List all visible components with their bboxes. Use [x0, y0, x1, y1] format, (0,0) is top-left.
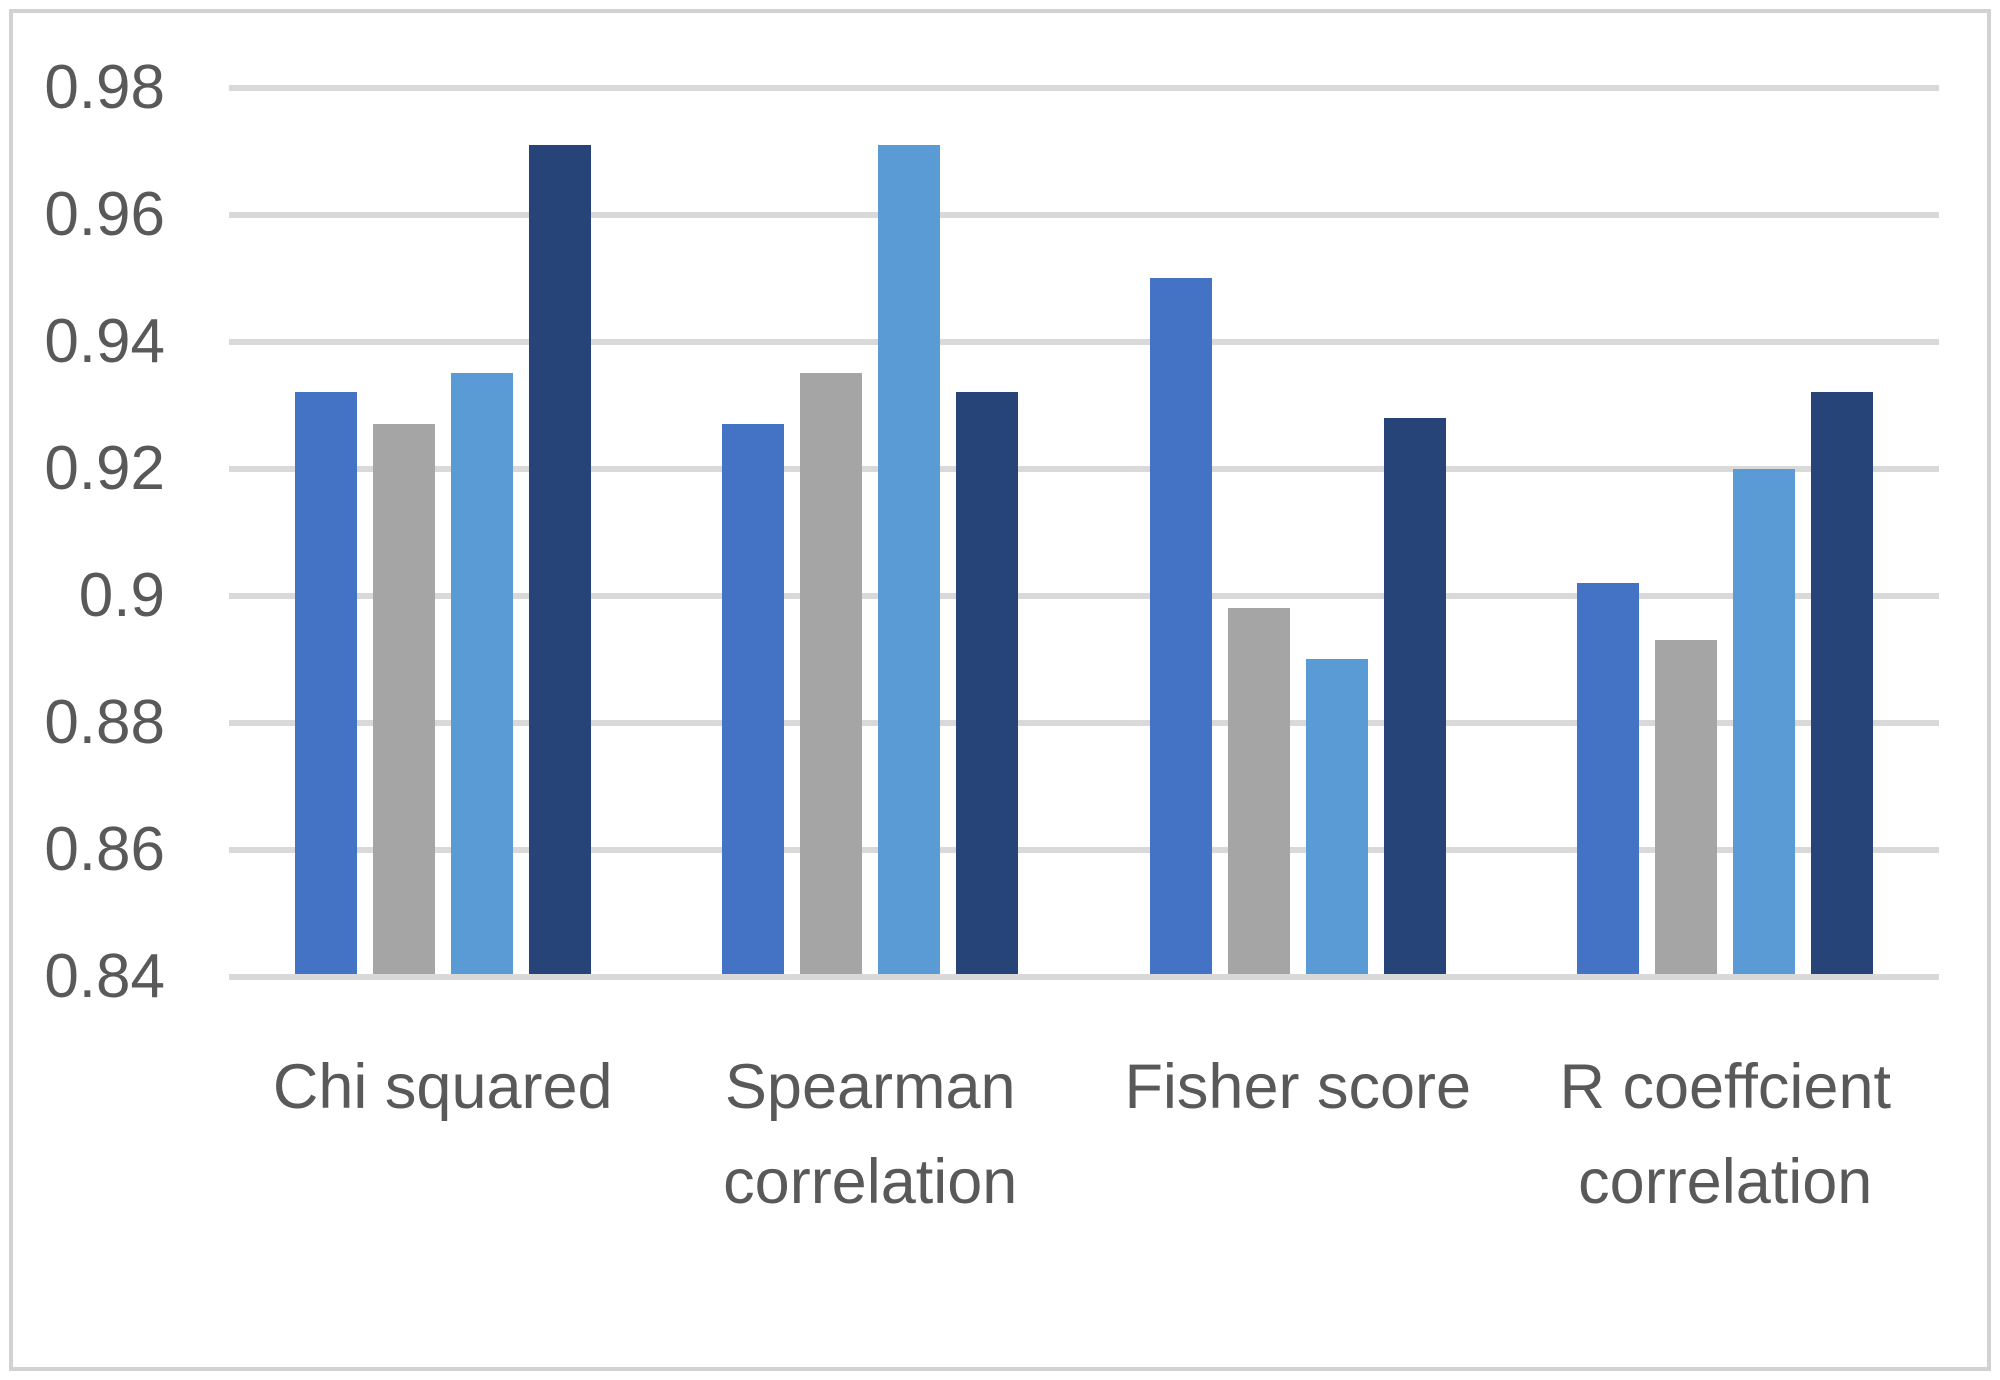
bar-series-1-spearman-correlation	[722, 424, 785, 974]
bar-series-2-fisher-score	[1227, 608, 1290, 974]
x-axis-category-label: Fisher score	[1124, 1052, 1472, 1122]
bar-series-4-r-coeffcient-correlation	[1811, 392, 1874, 974]
y-axis-tick-label: 0.98	[44, 52, 165, 122]
bar-series-2-spearman-correlation	[800, 373, 863, 974]
gridline	[229, 592, 1939, 599]
gridline	[229, 211, 1939, 218]
y-axis-tick-label: 0.94	[44, 306, 165, 376]
gridline	[229, 465, 1939, 472]
bar-series-4-spearman-correlation	[956, 392, 1019, 974]
bar-series-4-chi-squared	[528, 144, 591, 974]
bar-series-3-chi-squared	[450, 373, 513, 974]
y-axis-tick-label: 0.92	[44, 433, 165, 503]
x-axis-category-label: R coeffcient correlation	[1559, 1052, 1892, 1217]
gridline	[229, 84, 1939, 91]
y-axis-tick-label: 0.88	[44, 687, 165, 757]
gridline	[229, 846, 1939, 853]
gridline	[229, 719, 1939, 726]
y-axis-tick-label: 0.96	[44, 179, 165, 249]
bar-series-2-r-coeffcient-correlation	[1655, 640, 1718, 974]
bar-series-3-spearman-correlation	[878, 144, 941, 974]
gridline	[229, 973, 1939, 980]
bar-series-3-r-coeffcient-correlation	[1733, 468, 1796, 974]
bar-series-1-r-coeffcient-correlation	[1577, 582, 1640, 974]
x-axis-category-label: Spearman correlation	[723, 1052, 1018, 1217]
bar-series-4-fisher-score	[1383, 417, 1446, 974]
x-axis-category-label: Chi squared	[272, 1052, 613, 1122]
y-axis-tick-label: 0.9	[78, 560, 165, 630]
y-axis-tick-label: 0.86	[44, 814, 165, 884]
y-axis-tick-label: 0.84	[44, 941, 165, 1011]
bar-series-2-chi-squared	[372, 424, 435, 974]
bar-series-1-chi-squared	[294, 392, 357, 974]
bar-series-1-fisher-score	[1149, 278, 1212, 974]
bar-series-3-fisher-score	[1305, 659, 1368, 974]
gridline	[229, 338, 1939, 345]
